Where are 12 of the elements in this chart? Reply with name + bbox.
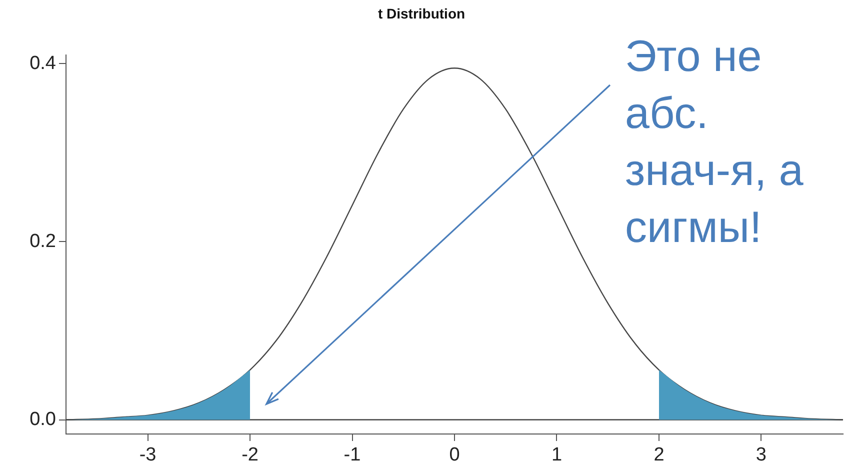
x-tick-label: 0 [449,444,460,466]
x-tick-label: 2 [654,444,664,466]
x-tick-label: -2 [242,444,258,466]
y-tick-label: 0.2 [30,230,56,252]
chart-title: t Distribution [378,5,466,22]
x-tick-label: -3 [139,444,156,466]
y-tick-label: 0.4 [30,52,56,74]
x-tick-label: -1 [344,444,361,466]
annotation: Это не абс. знач-я, а сигмы! [625,31,804,254]
x-tick-label: 1 [551,444,562,466]
y-tick-label: 0.0 [30,408,56,430]
x-tick-label: 3 [756,444,766,466]
